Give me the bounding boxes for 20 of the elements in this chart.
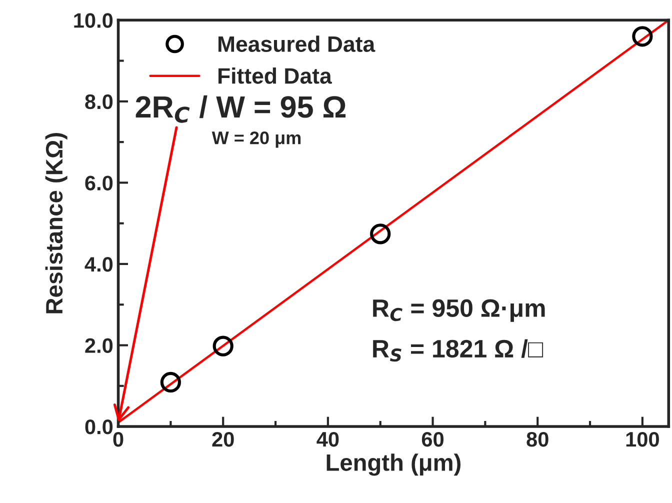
legend-label: Fitted Data — [218, 68, 332, 84]
x-tick-label: 100 — [626, 432, 659, 447]
y-tick-label: 10.0 — [74, 13, 113, 28]
x-tick-label: 60 — [422, 432, 444, 447]
annotation: 2R$_{C}$ / W = 95 Ω — [136, 95, 346, 123]
y-tick-label: 6.0 — [85, 176, 113, 190]
x-tick-label: 80 — [526, 432, 548, 447]
annotation: W = 20 μm — [212, 131, 301, 148]
x-tick-label: 20 — [212, 432, 234, 447]
x-tick-label: 40 — [316, 432, 339, 447]
y-tick-label: 8.0 — [85, 94, 113, 110]
x-tick-label: 0 — [113, 432, 124, 447]
y-tick-label: 4.0 — [84, 256, 113, 272]
y-tick-label: 0.0 — [85, 420, 113, 434]
y-tick-label: 2.0 — [85, 338, 113, 354]
legend-label: Measured Data — [218, 36, 376, 52]
annotation: R$_{S}$ = 1821 Ω /□ — [373, 339, 544, 362]
x-axis-title: Length (μm) — [326, 454, 460, 476]
annotation: R$_{C}$ = 950 Ω·μm — [373, 299, 545, 322]
y-axis-title: Resistance (KΩ) — [45, 133, 68, 314]
